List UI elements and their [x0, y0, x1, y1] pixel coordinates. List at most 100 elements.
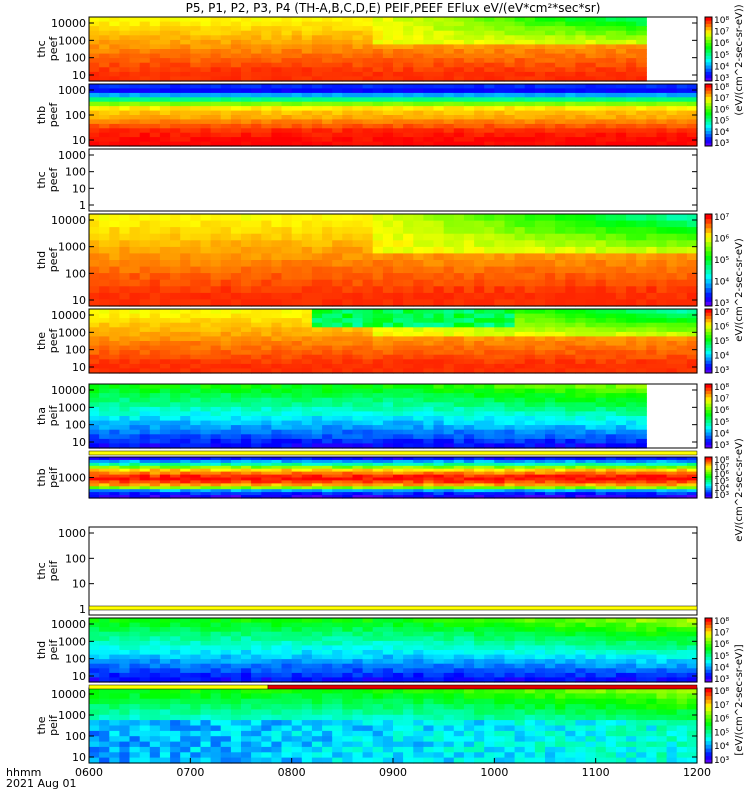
heatmap-cell — [281, 318, 293, 324]
heatmap-cell — [159, 313, 171, 319]
heatmap-cell — [291, 132, 303, 138]
heatmap-cell — [382, 416, 394, 422]
heatmap-cell — [565, 76, 576, 82]
heatmap-cell — [311, 53, 323, 59]
heatmap-cell — [301, 492, 313, 496]
heatmap-cell — [301, 299, 313, 307]
heatmap-cell — [159, 434, 171, 440]
heatmap-cell — [251, 246, 262, 255]
heatmap-cell — [129, 429, 141, 435]
heatmap-cell — [534, 53, 546, 59]
heatmap-cell — [291, 279, 303, 287]
y-tick-label: 1000 — [58, 326, 86, 339]
heatmap-cell — [494, 227, 505, 235]
heatmap-cell — [89, 214, 100, 222]
heatmap-cell — [119, 71, 131, 78]
heatmap-cell — [504, 459, 516, 464]
heatmap-cell — [180, 331, 191, 338]
heatmap-cell — [524, 279, 536, 287]
heatmap-cell — [190, 97, 201, 103]
heatmap-cell — [109, 457, 120, 461]
heatmap-cell — [99, 486, 110, 490]
heatmap-cell — [180, 246, 191, 255]
heatmap-cell — [453, 49, 465, 55]
heatmap-cell — [271, 132, 283, 138]
heatmap-cell — [119, 132, 131, 138]
heatmap-cell — [352, 327, 364, 333]
heatmap-cell — [190, 35, 201, 41]
heatmap-cell — [281, 388, 293, 394]
heatmap-cell — [413, 76, 424, 82]
heatmap-cell — [565, 44, 576, 50]
heatmap-cell — [261, 110, 272, 116]
heatmap-cell — [575, 359, 587, 365]
heatmap-cell — [484, 88, 495, 94]
heatmap-cell — [362, 434, 374, 440]
heatmap-cell — [443, 141, 455, 147]
heatmap-cell — [99, 406, 110, 413]
heatmap-cell — [443, 465, 455, 470]
heatmap-cell — [504, 76, 516, 82]
heatmap-cell — [463, 26, 475, 32]
heatmap-cell — [382, 474, 394, 479]
heatmap-cell — [595, 132, 607, 138]
colorbar-segment — [705, 61, 712, 66]
heatmap-cell — [301, 141, 313, 147]
heatmap-cell — [281, 92, 293, 98]
heatmap-cell — [585, 35, 597, 41]
heatmap-cell — [413, 322, 424, 328]
heatmap-cell — [626, 58, 637, 64]
heatmap-cell — [382, 397, 394, 403]
heatmap-cell — [565, 119, 576, 125]
heatmap-cell — [372, 313, 384, 319]
heatmap-cell — [555, 480, 566, 484]
heatmap-cell — [504, 313, 516, 319]
heatmap-cell — [342, 420, 353, 426]
heatmap-cell — [605, 299, 617, 307]
heatmap-cell — [261, 137, 272, 143]
heatmap-cell — [281, 62, 293, 68]
heatmap-cell — [332, 88, 343, 94]
heatmap-cell — [180, 71, 191, 78]
heatmap-cell — [534, 350, 546, 356]
heatmap-cell — [514, 425, 526, 431]
heatmap-cell — [534, 402, 546, 408]
heatmap-cell — [534, 471, 546, 476]
heatmap-cell — [190, 486, 201, 490]
heatmap-cell — [494, 67, 505, 73]
heatmap-cell — [210, 388, 222, 394]
heatmap-cell — [149, 411, 161, 417]
heatmap-cell — [636, 62, 647, 68]
heatmap-cell — [443, 388, 455, 394]
colorbar-tick-label: 10³ — [714, 366, 729, 376]
heatmap-cell — [241, 21, 252, 27]
heatmap-cell — [220, 393, 232, 399]
heatmap-cell — [210, 354, 222, 360]
heatmap-cell — [443, 438, 455, 445]
heatmap-cell — [545, 393, 556, 399]
heatmap-cell — [200, 429, 212, 435]
heatmap-cell — [372, 106, 384, 112]
heatmap-cell — [342, 416, 353, 422]
heatmap-cell — [190, 123, 201, 129]
heatmap-cell — [403, 26, 414, 32]
heatmap-cell — [443, 425, 455, 431]
heatmap-cell — [261, 368, 272, 374]
heatmap-cell — [301, 17, 313, 23]
heatmap-cell — [220, 128, 232, 134]
heatmap-cell — [686, 119, 698, 125]
heatmap-cell — [484, 220, 495, 228]
heatmap-cell — [626, 30, 637, 36]
heatmap-cell — [210, 313, 222, 319]
heatmap-cell — [200, 58, 212, 64]
heatmap-cell — [524, 331, 536, 338]
heatmap-cell — [139, 393, 151, 399]
heatmap-cell — [494, 279, 505, 287]
heatmap-cell — [615, 336, 627, 342]
heatmap-cell — [311, 39, 323, 46]
heatmap-cell — [504, 425, 516, 431]
heatmap-cell — [322, 21, 333, 27]
heatmap-cell — [109, 137, 120, 143]
heatmap-cell — [271, 62, 283, 68]
heatmap-cell — [443, 318, 455, 324]
